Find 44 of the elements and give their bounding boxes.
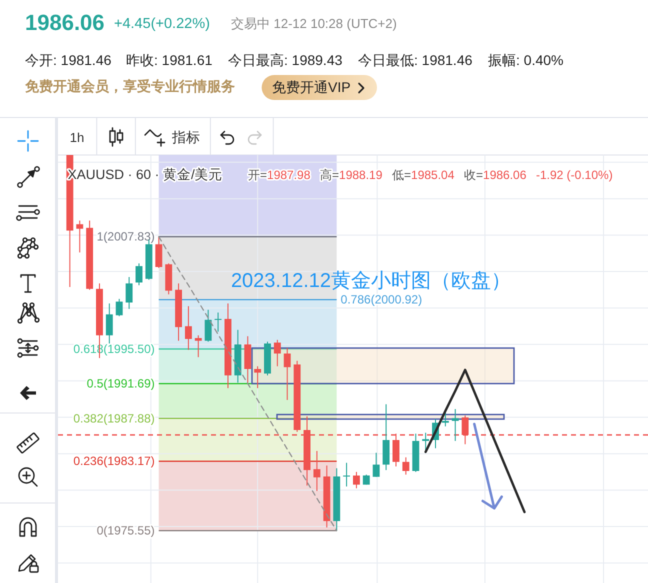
candlestick xyxy=(343,462,350,487)
candlestick xyxy=(284,348,291,400)
candlestick xyxy=(194,334,202,358)
candlestick xyxy=(155,236,162,268)
candlestick xyxy=(106,302,113,344)
text: 指标 xyxy=(171,129,200,145)
text: 今日最高: 1989.43 xyxy=(228,52,343,68)
annotation: 收=1986.06 xyxy=(464,168,527,182)
text: 今日最低: 1981.46 xyxy=(358,52,473,68)
ref-line-label: 0.786(2000.92) xyxy=(340,292,422,307)
text: 交易中 12-12 10:28 (UTC+2) xyxy=(231,16,397,31)
annotation: 开=1987.98 xyxy=(248,168,311,182)
text: 1h xyxy=(70,130,84,145)
text: 今开: 1981.46 xyxy=(25,52,112,68)
annotation: -1.92 (-0.10%) xyxy=(536,168,613,182)
text: 2023.12.12黄金小时图（欧盘） xyxy=(230,270,512,292)
ref-line-label: 1(2007.83) xyxy=(96,230,155,244)
ref-line-label: 0.382(1987.88) xyxy=(73,411,155,426)
candlestick xyxy=(214,312,222,332)
annotation: 高=1988.19 xyxy=(320,168,383,182)
candlestick xyxy=(136,262,142,286)
candlestick xyxy=(274,339,281,367)
ref-line-label: 0(1975.55) xyxy=(96,524,155,538)
candlestick xyxy=(452,408,459,442)
text: 免费开通会员，享受专业行情服务 xyxy=(24,78,235,94)
candlestick xyxy=(313,450,320,492)
candlestick xyxy=(126,276,133,310)
candlestick xyxy=(116,298,123,317)
candlestick xyxy=(422,432,430,451)
text: 免费开通VIP xyxy=(272,79,351,95)
candlestick xyxy=(254,366,262,389)
annotation: 低=1985.04 xyxy=(392,168,455,182)
candlestick xyxy=(76,220,84,253)
text: 1986.06 xyxy=(25,10,105,35)
ref-line-label: 0.236(1983.17) xyxy=(73,454,155,468)
candlestick xyxy=(352,471,360,489)
ref-line-label: 0.5(1991.69) xyxy=(86,376,155,391)
text: 振幅: 0.40% xyxy=(488,52,564,68)
text: +4.45(+0.22%) xyxy=(114,16,210,32)
candlestick xyxy=(372,452,380,478)
candlestick xyxy=(204,309,212,342)
candlestick xyxy=(184,306,192,350)
text: 昨收: 1981.61 xyxy=(126,52,213,68)
candlestick xyxy=(402,456,410,476)
